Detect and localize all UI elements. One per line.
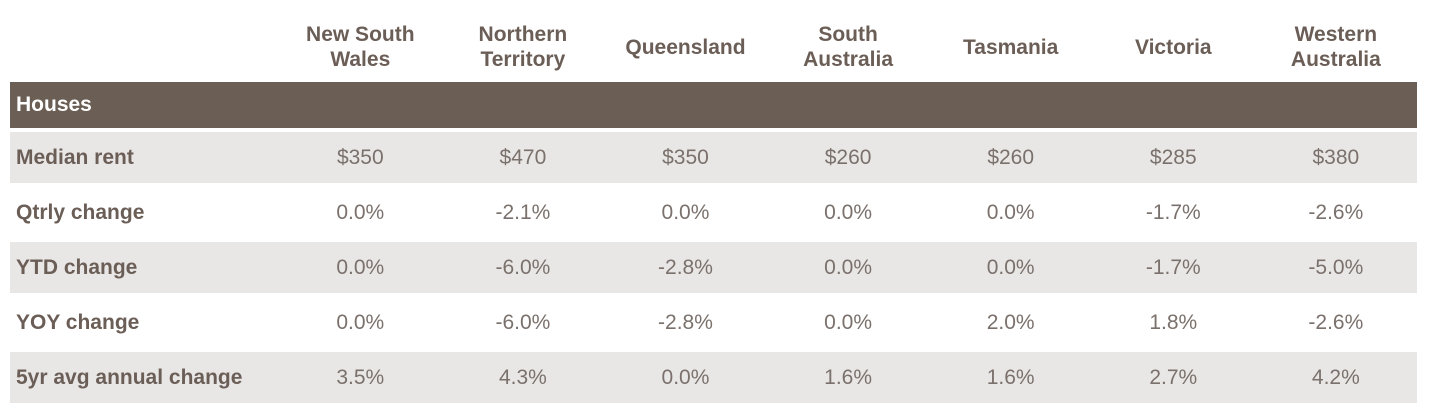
table-cell: -2.8% [604, 293, 767, 348]
row-label: YOY change [10, 293, 279, 348]
column-header: South Australia [803, 23, 894, 71]
column-header: Victoria [1134, 35, 1212, 59]
table-cell: -1.7% [1091, 183, 1255, 238]
table-cell: 2.7% [1091, 348, 1255, 403]
table-row: Median rent $350 $470 $350 $260 $260 $28… [10, 128, 1418, 183]
table-cell: -2.6% [1254, 183, 1418, 238]
header-row: New South Wales Northern Territory Queensl… [10, 12, 1417, 82]
table-cell: -2.6% [1254, 293, 1418, 348]
table-cell: -6.0% [441, 238, 605, 293]
section-row: Houses [10, 82, 1418, 128]
table-cell: $260 [929, 128, 1092, 183]
table-cell: $470 [441, 128, 605, 183]
table-row: Qtrly change 0.0% -2.1% 0.0% 0.0% 0.0% -… [10, 183, 1418, 238]
table-cell: 0.0% [929, 238, 1092, 293]
table-cell: 1.8% [1091, 293, 1255, 348]
column-header: Tasmania [963, 35, 1059, 59]
table-cell: $380 [1254, 128, 1418, 183]
table-cell: 4.2% [1254, 348, 1418, 403]
table-cell: 0.0% [766, 183, 930, 238]
rent-table: New South Wales Northern Territory Queensl… [10, 12, 1418, 403]
table-cell: $260 [766, 128, 930, 183]
column-header: Northern Territory [478, 23, 568, 71]
table-cell: 0.0% [766, 238, 930, 293]
table-cell: 2.0% [929, 293, 1092, 348]
row-label: YTD change [10, 238, 279, 293]
table-cell: -2.1% [441, 183, 605, 238]
table-cell: 0.0% [604, 348, 767, 403]
corner-cell [10, 12, 279, 82]
column-header: New South Wales [306, 23, 415, 71]
table-row: 5yr avg annual change 3.5% 4.3% 0.0% 1.6… [10, 348, 1418, 403]
table-cell: $350 [604, 128, 767, 183]
table-cell: 0.0% [279, 238, 442, 293]
column-header: Queensland [625, 35, 746, 59]
table-cell: -5.0% [1254, 238, 1418, 293]
table-cell: -6.0% [441, 293, 605, 348]
row-label: 5yr avg annual change [10, 348, 279, 403]
table-cell: 3.5% [279, 348, 442, 403]
row-label: Median rent [10, 128, 279, 183]
table-cell: -1.7% [1091, 238, 1255, 293]
table-cell: 0.0% [929, 183, 1092, 238]
section-title: Houses [10, 82, 1418, 128]
column-header: Western Australia [1290, 23, 1381, 71]
table-cell: -2.8% [604, 238, 767, 293]
table-cell: 0.0% [279, 293, 442, 348]
table-cell: 4.3% [441, 348, 605, 403]
table-cell: 1.6% [766, 348, 930, 403]
table-cell: 1.6% [929, 348, 1092, 403]
table-cell: $350 [279, 128, 442, 183]
table-cell: $285 [1091, 128, 1255, 183]
table-row: YOY change 0.0% -6.0% -2.8% 0.0% 2.0% 1.… [10, 293, 1418, 348]
table-cell: 0.0% [279, 183, 442, 238]
table-cell: 0.0% [766, 293, 930, 348]
row-label: Qtrly change [10, 183, 279, 238]
table-row: YTD change 0.0% -6.0% -2.8% 0.0% 0.0% -1… [10, 238, 1418, 293]
table-cell: 0.0% [604, 183, 767, 238]
